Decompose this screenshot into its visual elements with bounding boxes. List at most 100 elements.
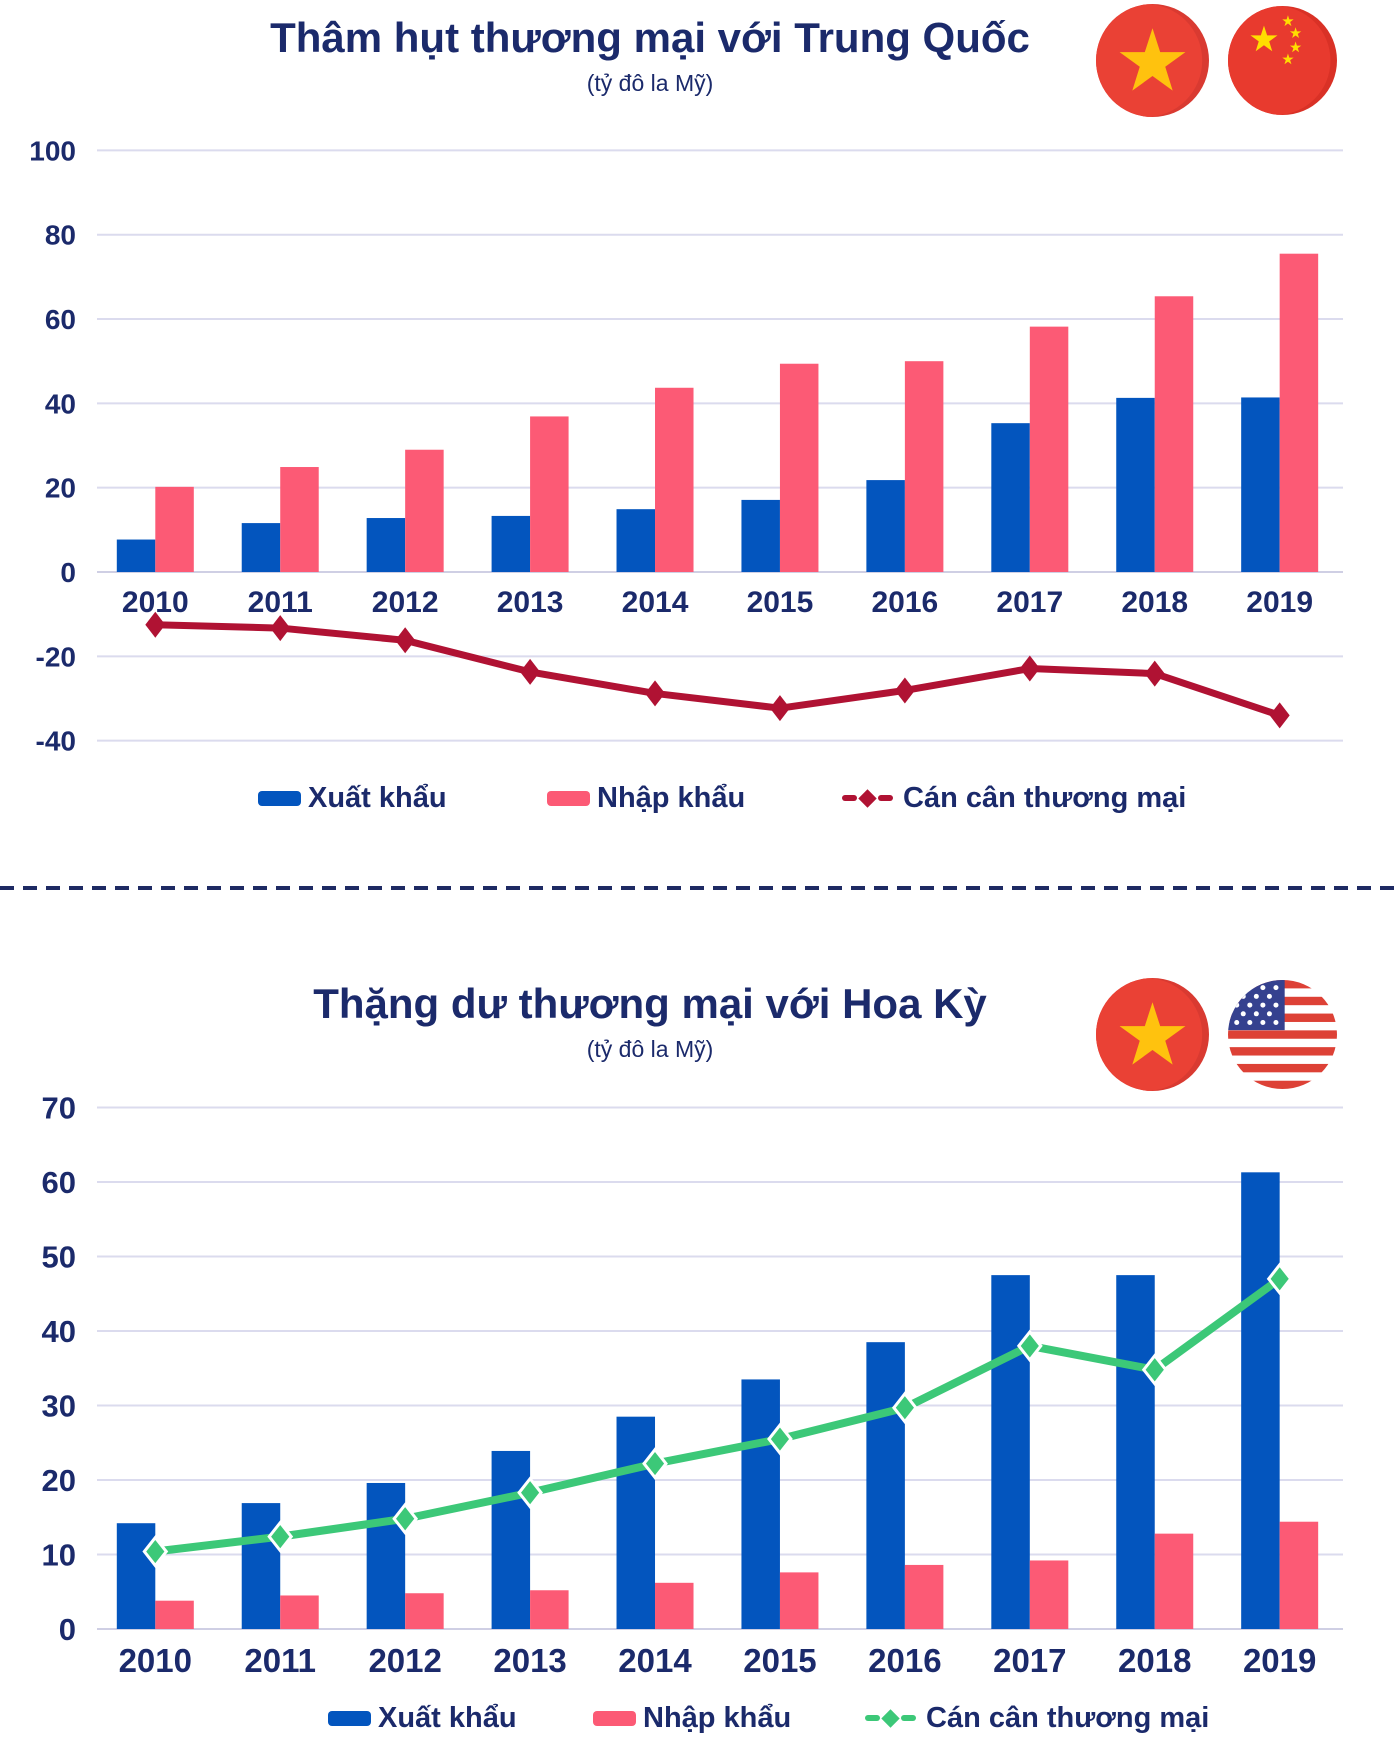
x-tick-label-2018: 2018 [1121,586,1188,619]
imports-bar-2012 [405,449,444,572]
legend-label: Xuất khẩu [378,1702,517,1734]
balance-line [151,1274,1284,1556]
y-tick-label-40: 40 [45,388,76,419]
x-tick-label-2011: 2011 [248,586,313,619]
x-tick-label-2010: 2010 [119,1642,192,1679]
export-swatch [328,1710,371,1726]
balance-marker-2010 [142,1535,169,1568]
legend-exports-chart1: Xuất khẩu [258,783,447,813]
imports-bar-2016 [904,361,944,572]
balance-marker-2013 [520,658,541,685]
diamond-icon [857,788,877,808]
exports-bar-2019 [1241,397,1280,572]
balance-marker-2016 [891,1391,918,1425]
exports-bar-2014 [616,509,656,572]
y-tick-label-50: 50 [42,1240,76,1275]
y-tick-label-20: 20 [45,473,76,504]
balance-line-swatch [838,788,896,808]
y-tick-label-70: 70 [42,1091,76,1126]
exports-bar-2011 [241,523,281,572]
imports-bar-2013 [530,1590,569,1629]
imports-bar-2017 [1029,326,1069,572]
y-tick-label-80: 80 [45,220,76,251]
x-tick-label-2013: 2013 [497,586,564,619]
balance-marker-2016 [894,677,915,704]
imports-bar-2012 [405,1593,444,1629]
imports-bar-2018 [1154,1533,1194,1629]
exports-bar-2010 [116,539,156,572]
balance-marker-2014 [645,680,666,707]
exports-bar-2015 [741,1379,780,1629]
legend-imports-chart1: Nhập khẩu [547,783,745,813]
exports-bar-2017 [991,1275,1030,1629]
china-flag-icon [1228,6,1337,115]
chart-1: 100 80 60 40 20 0 -20 -40 2010 2011 2012 2013 2014 20… [29,135,1343,757]
exports-bar-2012 [366,518,406,572]
balance-marker-2015 [769,695,790,722]
imports-bar-2019 [1279,253,1319,572]
x-tick-label-2016: 2016 [868,1642,941,1679]
x-tick-label-2010: 2010 [122,586,189,619]
y-tick-label-20: 20 [42,1463,76,1498]
exports-bar-2016 [866,1342,905,1629]
exports-bar-2016 [866,480,905,572]
exports-bar-2018 [1116,1275,1155,1629]
chart1-title: Thâm hụt thương mại với Trung Quốc [270,14,1030,61]
y-tick-label-60: 60 [45,304,76,335]
y-tick-label-0: 0 [59,1612,76,1647]
balance-marker-2017 [1019,655,1040,682]
diamond-icon [880,1708,900,1728]
legend-label: Cán cân thương mại [903,782,1187,814]
x-tick-label-2013: 2013 [493,1642,566,1679]
export-swatch [258,790,301,806]
legend-label: Cán cân thương mại [926,1702,1210,1734]
imports-bar-2017 [1029,1560,1069,1629]
balance-marker-2015 [767,1422,793,1456]
x-tick-label-2014: 2014 [622,586,689,619]
imports-bar-2015 [779,1572,819,1629]
balance-marker-2018 [1141,1353,1168,1387]
x-tick-label-2015: 2015 [747,586,814,619]
imports-bar-2011 [280,1595,319,1629]
exports-bar-2014 [616,1416,656,1629]
y-tick-label--20: -20 [36,641,76,672]
y-tick-label-60: 60 [42,1165,76,1200]
import-swatch [593,1710,636,1726]
balance-marker-2011 [270,615,291,642]
exports-bar-2012 [366,1482,406,1629]
legend-balance-chart1: Cán cân thương mại [838,783,1186,813]
y-tick-label-40: 40 [42,1314,76,1349]
imports-bar-2019 [1279,1521,1319,1629]
legend-balance-chart2: Cán cân thương mại [861,1703,1209,1733]
exports-bar-2017 [991,423,1030,572]
imports-bar-2010 [155,486,194,572]
imports-bar-2014 [655,1582,694,1629]
balance-marker-2019 [1269,702,1290,729]
balance-marker-2018 [1144,660,1165,687]
x-tick-label-2014: 2014 [618,1642,692,1679]
balance-marker-2010 [145,611,166,638]
x-tick-label-2011: 2011 [244,1642,316,1679]
x-tick-label-2012: 2012 [372,586,439,619]
exports-bar-2011 [241,1503,281,1629]
y-tick-label-10: 10 [42,1538,76,1573]
y-tick-label-0: 0 [60,557,76,588]
vietnam-flag-icon [1096,4,1209,117]
exports-bar-2018 [1116,397,1155,572]
x-tick-label-2012: 2012 [368,1642,441,1679]
imports-bar-2014 [655,387,694,572]
imports-bar-2016 [904,1564,944,1629]
legend-exports-chart2: Xuất khẩu [328,1703,517,1733]
balance-marker-2014 [642,1447,668,1481]
exports-bar-2013 [491,515,531,572]
y-tick-label-30: 30 [42,1389,76,1424]
vietnam-flag-icon [1096,978,1209,1091]
legend-imports-chart2: Nhập khẩu [593,1703,791,1733]
x-tick-label-2015: 2015 [743,1642,816,1679]
import-swatch [547,790,590,806]
usa-flag-icon [1228,980,1337,1089]
balance-marker-2012 [395,627,416,654]
